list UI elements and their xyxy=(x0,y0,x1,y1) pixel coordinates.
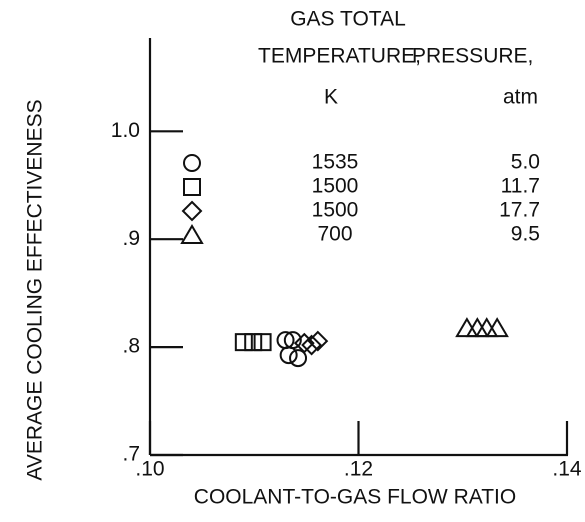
y-axis-label: AVERAGE COOLING EFFECTIVENESS xyxy=(24,99,47,480)
point xyxy=(485,317,509,338)
legend-unit: atm xyxy=(503,86,538,109)
point xyxy=(279,346,298,365)
legend-marker xyxy=(180,224,204,244)
point xyxy=(253,333,272,352)
legend-marker xyxy=(181,200,203,222)
point xyxy=(244,333,263,352)
legend-header: TEMPERATURE, xyxy=(258,45,421,68)
legend-pressure: 11.7 xyxy=(501,175,540,198)
x-axis-label: COOLANT-TO-GAS FLOW RATIO xyxy=(194,486,516,509)
point xyxy=(455,317,479,338)
y-tick-label: .7 xyxy=(122,443,140,466)
y-tick-label: 1.0 xyxy=(111,119,140,142)
legend-header: PRESSURE, xyxy=(412,45,533,68)
point xyxy=(234,333,253,352)
point xyxy=(301,334,323,356)
legend-marker xyxy=(183,178,201,196)
legend-temperature: 1500 xyxy=(312,175,359,198)
legend-temperature: 700 xyxy=(317,223,352,246)
legend-unit: K xyxy=(324,86,338,109)
legend-pressure: 17.7 xyxy=(499,199,540,222)
x-tick-label: .14 xyxy=(552,458,582,481)
legend-temperature: 1500 xyxy=(312,199,359,222)
point xyxy=(289,349,308,368)
legend-header: GAS TOTAL xyxy=(290,8,406,31)
legend-pressure: 5.0 xyxy=(511,151,540,174)
legend-pressure: 9.5 xyxy=(511,223,540,246)
y-tick-label: .8 xyxy=(122,335,140,358)
x-tick-label: .12 xyxy=(344,458,373,481)
legend-temperature: 1535 xyxy=(312,151,359,174)
legend-marker xyxy=(183,154,201,172)
point xyxy=(307,330,329,352)
y-tick-label: .9 xyxy=(122,227,140,250)
x-tick-label: .10 xyxy=(135,458,164,481)
